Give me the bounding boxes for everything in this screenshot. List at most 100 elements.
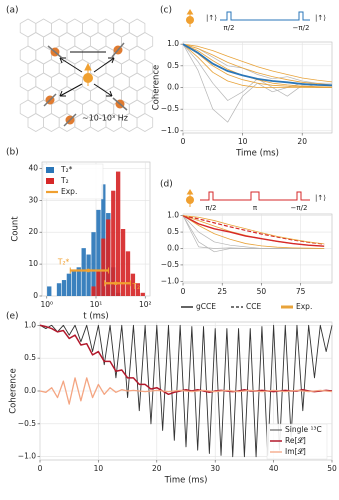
x-axis-label: Time (ms): [164, 476, 208, 486]
y-tick-label: −0.5: [18, 419, 36, 428]
histogram-bar: [71, 270, 77, 296]
histogram-bar: [56, 283, 62, 296]
line-series: [39, 324, 333, 396]
x-tick-label: 10: [94, 464, 104, 473]
y-axis-label: Coherence: [152, 65, 162, 111]
histogram-bar: [76, 267, 81, 296]
histogram-bar: [96, 270, 101, 296]
y-tick-label: 10: [28, 259, 38, 268]
legend-label: Re[𝓛]: [285, 435, 306, 445]
legend-label: Exp.: [61, 187, 77, 196]
lattice-diagram: (a) ~10-10³ Hz: [6, 6, 154, 132]
legend-label: T₂: [60, 176, 69, 185]
histogram-bar: [61, 280, 67, 296]
line-series: [182, 215, 325, 245]
x-tick-label: 10²: [139, 300, 152, 309]
line-series: [182, 43, 333, 87]
y-tick-label: 20: [28, 227, 38, 236]
pulse-sequence: [220, 11, 310, 21]
line-series: [182, 215, 325, 249]
legend-label: Single ¹³C: [285, 425, 322, 434]
legend-swatch: [46, 178, 54, 184]
y-tick-label: −0.5: [161, 260, 179, 269]
legend-label: CCE: [246, 302, 261, 311]
y-tick-label: −1.0: [161, 276, 179, 285]
spin-arrow: [186, 9, 194, 27]
y-tick-label: 0.5: [167, 227, 179, 236]
pulse-label: π: [253, 204, 258, 212]
x-axis-label: Time (ms): [235, 149, 279, 159]
y-tick-label: −1.0: [161, 126, 179, 135]
error-cap: [69, 267, 110, 274]
y-tick-label: 30: [28, 195, 38, 204]
panel-label: (c): [160, 6, 172, 16]
histogram-bar: [101, 238, 106, 296]
y-tick-label: 1.0: [167, 39, 179, 48]
y-tick-label: 40: [28, 163, 38, 172]
x-tick-label: 10: [238, 137, 248, 146]
legend-swatch: [46, 167, 54, 173]
line-series: [182, 43, 333, 83]
histogram-bar: [96, 209, 101, 296]
x-tick-label: 40: [269, 464, 279, 473]
error-cap: [104, 280, 131, 287]
error-label: T₂*: [57, 257, 70, 266]
pulse-sequence: [200, 191, 310, 201]
pulse-label: |↑⟩: [206, 14, 217, 22]
histogram-bar: [115, 171, 121, 296]
pulse-label: π/2: [205, 204, 216, 212]
histogram-bar: [125, 251, 131, 296]
legend-label: T₂*: [60, 165, 73, 174]
x-tick-label: 20: [152, 464, 162, 473]
spins: [43, 42, 128, 127]
histogram-bar: [91, 286, 96, 296]
histogram-bar: [120, 229, 126, 296]
histogram-bar: [135, 283, 140, 296]
panel-label: (d): [160, 180, 173, 190]
pulse-label: |↑⟩: [315, 194, 326, 202]
x-tick-label: 0: [38, 464, 43, 473]
lattice-cell: [27, 113, 44, 132]
line-series: [182, 43, 333, 88]
y-tick-label: 0.5: [24, 353, 36, 362]
x-tick-label: 10¹: [90, 300, 103, 309]
y-tick-label: 0.0: [167, 83, 179, 92]
histogram-bar: [106, 219, 111, 296]
x-tick-label: 50: [327, 464, 337, 473]
y-axis-label: Count: [11, 216, 21, 242]
y-tick-label: 0.0: [24, 386, 36, 395]
histogram-bar: [86, 254, 91, 296]
lattice-cell: [43, 113, 60, 132]
line-series: [182, 43, 332, 88]
lattice-cell: [136, 113, 154, 132]
histogram-bar: [47, 286, 52, 296]
histogram-bar: [91, 232, 96, 296]
error-point: [113, 281, 118, 286]
panel-label: (b): [6, 148, 19, 158]
y-tick-label: 0.0: [167, 244, 179, 253]
y-axis-label: Coherence: [9, 368, 19, 414]
x-axis-label: t (ms): [83, 312, 108, 322]
error-label: T₂: [131, 282, 140, 291]
error-point: [86, 268, 91, 273]
y-tick-label: 0: [33, 291, 38, 300]
line-series: [39, 377, 333, 405]
legend-label: gCCE: [196, 302, 216, 311]
line-series: [182, 215, 325, 245]
annotation: ~10-10³ Hz: [82, 114, 128, 123]
y-tick-label: −1.0: [18, 452, 36, 461]
y-tick-label: 1.0: [24, 320, 36, 329]
line-series: [182, 43, 333, 86]
x-tick-label: 0: [181, 137, 186, 146]
panel-label: (e): [6, 312, 19, 322]
legend-label: Exp.: [296, 302, 312, 311]
histogram-bar: [140, 292, 145, 296]
pulse-label: |↑⟩: [315, 14, 326, 22]
x-tick-label: 50: [257, 287, 267, 296]
x-tick-label: 25: [217, 287, 227, 296]
histogram-bar: [111, 190, 116, 296]
histogram-bar: [81, 248, 86, 296]
legend-label: Im[𝓛]: [285, 446, 306, 456]
x-tick-label: 0: [181, 287, 186, 296]
